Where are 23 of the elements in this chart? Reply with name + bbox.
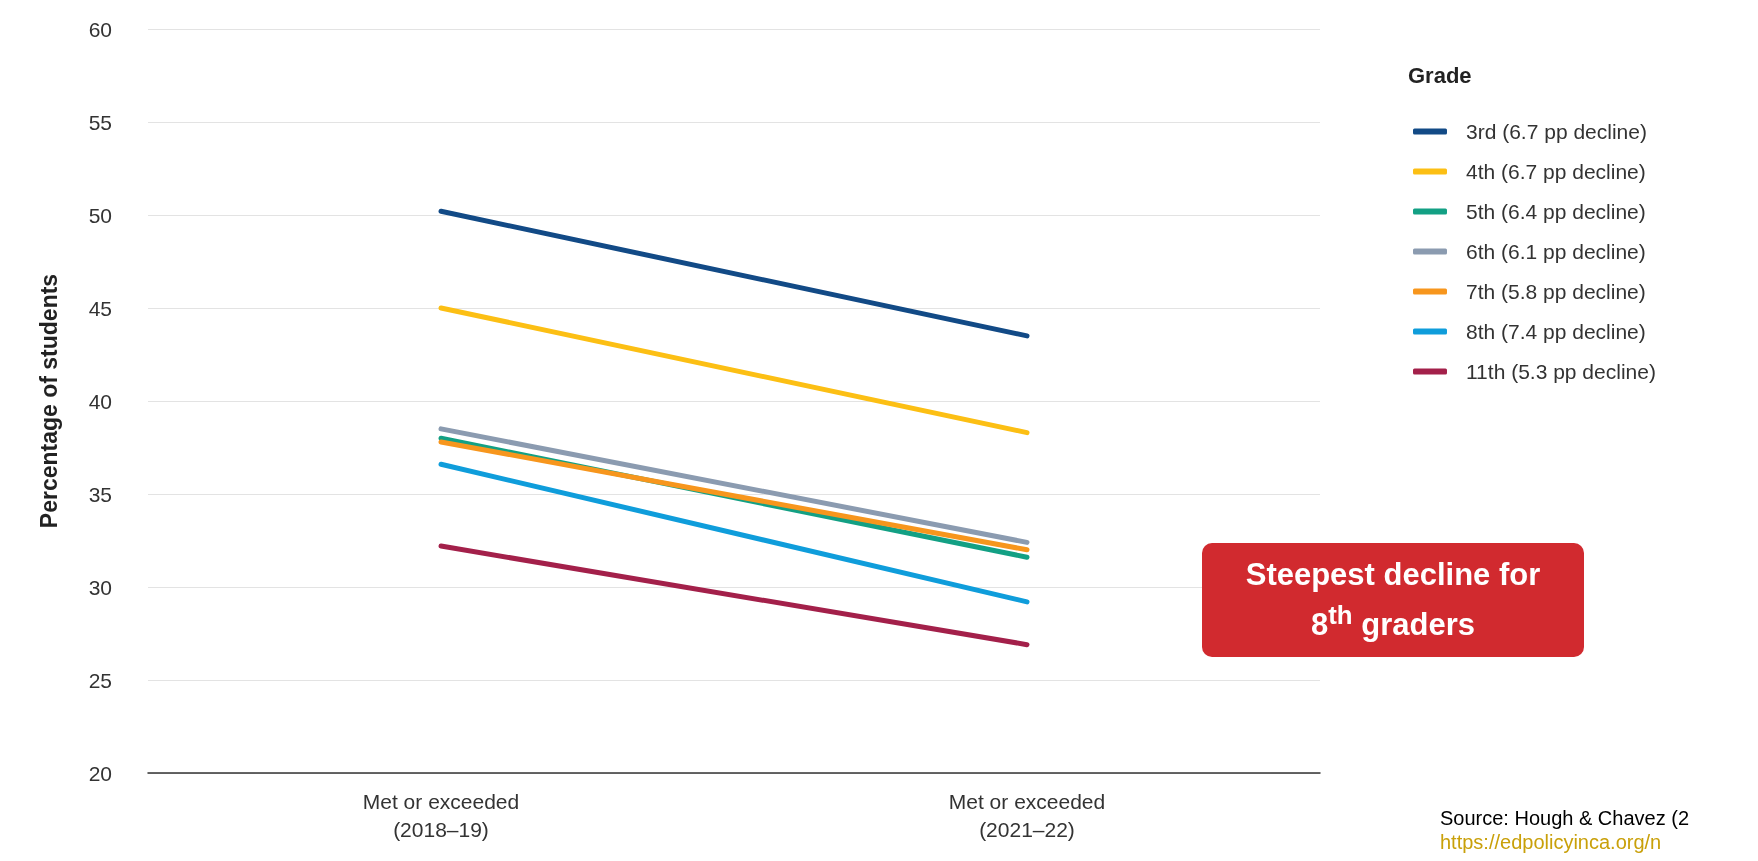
legend-label: 3rd (6.7 pp decline) — [1466, 120, 1647, 143]
x-tick-label: Met or exceeded (2018–19) — [362, 789, 520, 841]
y-tick-label: 40 — [88, 389, 112, 413]
y-tick-label: 20 — [88, 761, 112, 785]
legend-label: 11th (5.3 pp decline) — [1466, 360, 1656, 383]
y-tick-label: 60 — [88, 17, 112, 41]
legend-title: Grade — [1408, 62, 1472, 88]
legend-label: 4th (6.7 pp decline) — [1466, 160, 1646, 183]
y-tick-label: 45 — [88, 296, 112, 320]
y-tick-label: 30 — [88, 575, 112, 599]
y-axis-title: Percentage of students — [35, 273, 62, 529]
annotation: Steepest decline for 8$^{th}$ graders — [1202, 543, 1584, 658]
source-note: Source: Hough & Chavez (2 — [1440, 807, 1690, 829]
legend-label: 7th (5.8 pp decline) — [1466, 280, 1646, 303]
x-tick-label: Met or exceeded (2021–22) — [948, 789, 1106, 841]
legend-label: 8th (7.4 pp decline) — [1466, 320, 1646, 343]
legend-label: 6th (6.1 pp decline) — [1466, 240, 1646, 263]
y-tick-label: 50 — [88, 203, 112, 227]
legend-label: 5th (6.4 pp decline) — [1466, 200, 1646, 223]
text: https://edpolicyinca.org/n — [1440, 831, 1662, 853]
y-tick-label: 25 — [88, 668, 112, 692]
y-tick-label: 55 — [88, 110, 112, 134]
y-tick-label: 35 — [88, 482, 112, 506]
